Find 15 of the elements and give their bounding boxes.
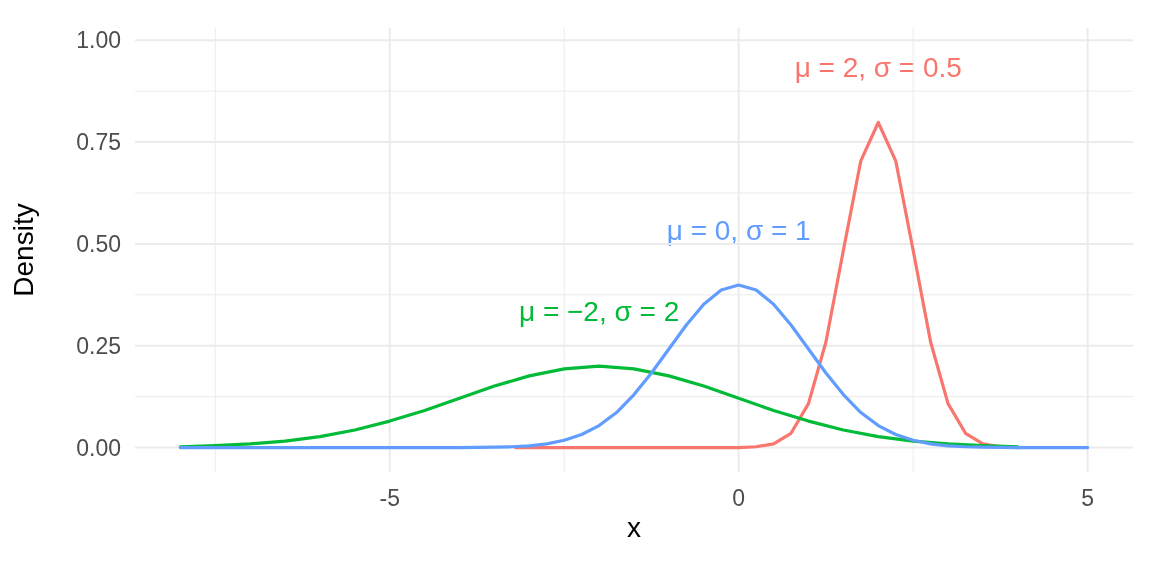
x-tick-label: 0 (732, 484, 746, 511)
y-tick-label: 0.50 (76, 230, 121, 257)
x-axis-title: x (627, 512, 641, 544)
series-label: μ = 2, σ = 0.5 (794, 52, 962, 83)
x-tick-label: 5 (1081, 484, 1095, 511)
y-tick-label: 0.00 (76, 434, 121, 461)
line-series (178, 283, 1090, 450)
y-tick-label: 1.00 (76, 27, 121, 54)
line-series (178, 364, 1020, 449)
series-label: μ = −2, σ = 2 (518, 295, 680, 327)
series-label: μ = 0, σ = 1 (666, 214, 811, 246)
y-axis-title: Density (7, 203, 39, 297)
y-tick-label: 0.75 (76, 129, 121, 156)
y-tick-label: 0.25 (76, 332, 121, 359)
x-tick-label: -5 (379, 484, 400, 511)
